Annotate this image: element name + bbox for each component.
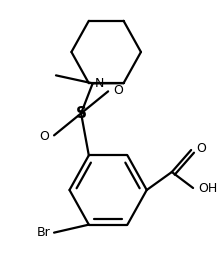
Text: OH: OH: [198, 183, 217, 196]
Text: S: S: [76, 106, 87, 121]
Text: Br: Br: [37, 226, 50, 239]
Text: O: O: [196, 142, 206, 155]
Text: O: O: [113, 84, 123, 97]
Text: N: N: [95, 77, 104, 90]
Text: O: O: [39, 130, 49, 143]
